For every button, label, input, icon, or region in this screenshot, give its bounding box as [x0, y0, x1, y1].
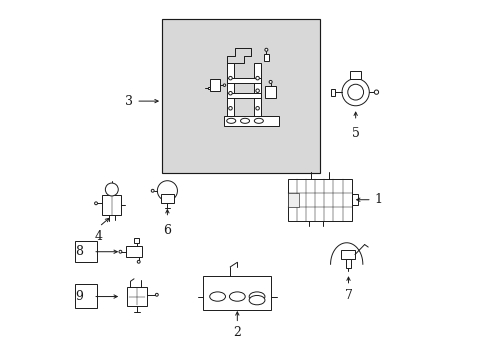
Ellipse shape [240, 118, 249, 123]
Circle shape [155, 293, 158, 296]
Bar [227, 78, 261, 83]
Bar [207, 87, 209, 89]
Text: 5: 5 [351, 127, 359, 140]
Text: 2: 2 [233, 326, 241, 339]
Circle shape [268, 80, 272, 84]
Bar [203, 276, 271, 310]
Bar [126, 246, 142, 257]
Bar [253, 63, 261, 116]
Bar [351, 194, 357, 205]
Bar [75, 241, 97, 262]
Bar [287, 179, 351, 221]
Ellipse shape [226, 118, 235, 123]
Circle shape [347, 84, 363, 100]
Circle shape [151, 189, 154, 192]
Circle shape [137, 260, 140, 263]
Ellipse shape [209, 292, 225, 301]
Text: 1: 1 [373, 193, 382, 206]
Circle shape [94, 202, 97, 205]
Ellipse shape [229, 292, 244, 301]
Circle shape [228, 91, 232, 95]
Circle shape [157, 181, 177, 201]
Bar [223, 116, 278, 126]
Circle shape [255, 107, 259, 110]
Bar [102, 195, 121, 215]
Text: 7: 7 [344, 289, 352, 302]
Bar [134, 238, 139, 243]
Circle shape [264, 48, 267, 51]
Bar [330, 89, 334, 96]
Circle shape [228, 76, 232, 80]
Bar [349, 71, 360, 78]
Bar [161, 194, 174, 203]
Ellipse shape [249, 296, 264, 305]
Circle shape [228, 107, 232, 110]
Text: 8: 8 [75, 245, 83, 258]
Text: 6: 6 [163, 224, 171, 237]
Bar [287, 193, 298, 207]
Bar [75, 284, 97, 308]
Bar [346, 259, 350, 268]
Bar [264, 86, 276, 98]
Text: 9: 9 [75, 290, 83, 303]
Circle shape [119, 250, 122, 253]
Bar [264, 54, 268, 60]
Text: 3: 3 [124, 95, 132, 108]
Text: 4: 4 [94, 230, 102, 243]
Bar [162, 19, 319, 173]
Ellipse shape [254, 118, 263, 123]
Circle shape [373, 90, 378, 94]
Bar [227, 63, 233, 116]
Circle shape [223, 84, 225, 86]
Circle shape [255, 89, 259, 93]
Bar [227, 93, 261, 98]
Ellipse shape [249, 292, 264, 301]
Bar [209, 80, 220, 91]
Bar [340, 250, 354, 259]
Circle shape [341, 78, 368, 106]
Circle shape [255, 76, 259, 80]
Bar [127, 287, 146, 306]
Circle shape [105, 183, 118, 196]
